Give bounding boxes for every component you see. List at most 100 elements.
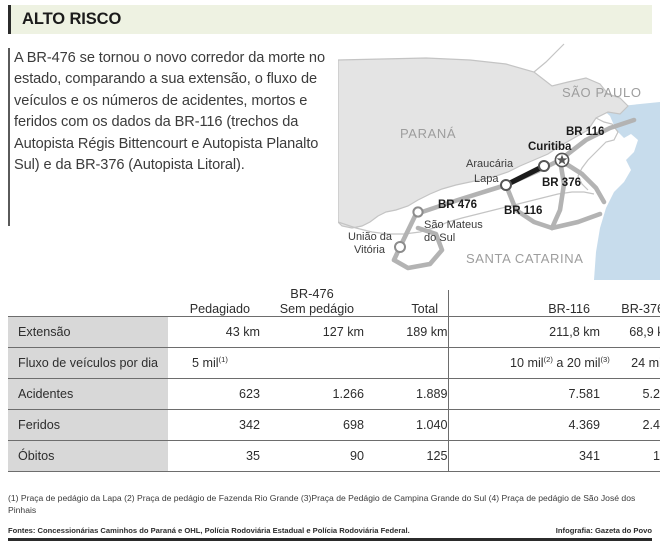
map-label-uniao-line2: Vitória — [354, 244, 386, 256]
cell-fluxo-br116: 10 mil(2) a 20 mil(3) — [510, 347, 610, 379]
road-br116-north — [557, 117, 637, 163]
cell-extensao-gap — [447, 316, 510, 348]
cell-fluxo-br376: 24 mil(4) — [600, 347, 660, 379]
cell-obitos-gap — [447, 440, 510, 472]
cell-acidentes-total: 1.889 — [364, 378, 448, 410]
footnote-ref-1: (1) — [218, 354, 228, 364]
cell-obitos-sem-pedagio: 90 — [260, 440, 364, 472]
table-head: BR-476 Pedagiado Sem pedágio Total BR-11… — [8, 286, 660, 317]
road-secondary-3 — [391, 225, 445, 271]
table-group-header-row: BR-476 — [8, 286, 660, 302]
node-lapa — [500, 179, 512, 191]
header-accent-bar — [8, 5, 11, 34]
city-nodes — [394, 152, 570, 253]
road-secondary-2 — [549, 211, 603, 231]
cell-acidentes-br376: 5.205 — [600, 378, 660, 410]
state-boundary-north — [533, 43, 565, 73]
row-label-acidentes: Acidentes — [8, 378, 168, 410]
cell-extensao-sem-pedagio: 127 km — [260, 316, 364, 348]
cell-feridos-br376: 2.471 — [600, 409, 660, 441]
row-label-feridos: Feridos — [8, 409, 168, 441]
row-label-extensao: Extensão — [8, 316, 168, 348]
cell-feridos-sem-pedagio: 698 — [260, 409, 364, 441]
highlight-segment-br476 — [505, 164, 545, 187]
column-header-gap — [448, 302, 510, 317]
table-header-row: Pedagiado Sem pedágio Total BR-116 BR-37… — [8, 302, 660, 317]
group-header-spacer-6 — [600, 286, 660, 302]
column-header-total: Total — [411, 302, 438, 316]
column-header-pedagiado: Pedagiado — [189, 302, 250, 316]
cell-acidentes-sem-pedagio: 1.266 — [260, 378, 364, 410]
footnote-ref-3: (3) — [600, 354, 610, 364]
row-label-fluxo: Fluxo de veículos por dia — [8, 347, 168, 379]
source-line: Fontes: Concessionárias Caminhos do Para… — [8, 526, 652, 535]
column-header-sem-pedagio: Sem pedágio — [279, 302, 354, 316]
cell-extensao-br116: 211,8 km — [510, 316, 600, 348]
cell-extensao-br376: 68,9 km — [600, 316, 660, 348]
table-row: Fluxo de veículos por dia 5 mil(1) 10 mi… — [8, 347, 660, 379]
map-label-sao-mateus-line1: São Mateus — [424, 219, 483, 231]
cell-obitos-br376: 123 — [600, 440, 660, 472]
row-label-obitos: Óbitos — [8, 440, 168, 472]
table-body: Extensão 43 km 127 km 189 km 211,8 km 68… — [8, 316, 660, 472]
header-column-divider — [448, 290, 449, 332]
group-header-br476: BR-476 — [290, 286, 334, 301]
cell-acidentes-pedagiado: 623 — [168, 378, 260, 410]
cell-fluxo-br376-value: 24 mil — [631, 356, 660, 370]
road-network — [391, 117, 637, 271]
node-uniao-da-vitoria — [394, 241, 406, 253]
cell-fluxo-br116-value: 10 mil — [510, 356, 544, 370]
map-road-label-br116-lower: BR 116 — [504, 205, 542, 217]
map-label-curitiba: Curitiba — [528, 141, 572, 153]
group-header-spacer — [8, 286, 168, 302]
cell-obitos-pedagiado: 35 — [168, 440, 260, 472]
cell-obitos-total: 125 — [364, 440, 448, 472]
column-header-br116: BR-116 — [548, 302, 590, 316]
group-header-spacer-5 — [510, 286, 600, 302]
intro-accent-rule — [8, 48, 10, 226]
cell-acidentes-br116: 7.581 — [510, 378, 600, 410]
road-br116-south — [549, 157, 567, 231]
comparison-table: BR-476 Pedagiado Sem pedágio Total BR-11… — [8, 286, 660, 472]
cell-fluxo-pedagiado: 5 mil(1) — [168, 347, 260, 379]
map-svg: PARANÁ SÃO PAULO SANTA CATARINA Curitiba… — [338, 43, 660, 280]
node-sao-mateus-do-sul — [412, 206, 424, 218]
cell-fluxo-sem-pedagio — [260, 347, 364, 379]
table-row: Acidentes 623 1.266 1.889 7.581 5.205 — [8, 378, 660, 410]
map-label-parana: PARANÁ — [400, 126, 456, 141]
cell-obitos-br116: 341 — [510, 440, 600, 472]
group-header-spacer-2 — [168, 286, 260, 302]
cell-fluxo-pedagiado-value: 5 mil — [192, 356, 219, 370]
source-credit: Infografia: Gazeta do Povo — [555, 526, 652, 535]
cell-extensao-total: 189 km — [364, 316, 448, 348]
footnote-ref-2: (2) — [543, 354, 553, 364]
cell-acidentes-gap — [447, 378, 510, 410]
group-header-spacer-4 — [448, 286, 510, 302]
curitiba-star-icon — [556, 154, 568, 165]
cell-feridos-pedagiado: 342 — [168, 409, 260, 441]
road-br376 — [557, 157, 607, 205]
cell-fluxo-total — [364, 347, 448, 379]
map-road-label-br376: BR 376 — [542, 177, 581, 189]
parana-landmass — [338, 57, 629, 229]
source-fontes: Fontes: Concessionárias Caminhos do Para… — [8, 526, 410, 535]
map-label-santa-catarina: SANTA CATARINA — [466, 251, 583, 266]
map-label-uniao-line1: União da — [348, 231, 393, 243]
column-header-label — [8, 302, 168, 317]
cell-fluxo-br116-cont: a 20 mil — [552, 356, 601, 370]
map-road-label-br476: BR 476 — [438, 199, 477, 211]
map-panel: PARANÁ SÃO PAULO SANTA CATARINA Curitiba… — [338, 42, 660, 280]
data-table-wrapper: BR-476 Pedagiado Sem pedágio Total BR-11… — [8, 286, 660, 472]
table-row: Feridos 342 698 1.040 4.369 2.471 — [8, 409, 660, 441]
header-band: ALTO RISCO — [8, 5, 652, 34]
bottom-accent-bar — [8, 538, 652, 541]
map-road-label-br116-upper: BR 116 — [566, 126, 604, 138]
table-row: Extensão 43 km 127 km 189 km 211,8 km 68… — [8, 316, 660, 348]
road-br476 — [397, 182, 509, 250]
cell-fluxo-gap — [447, 347, 510, 379]
map-label-sao-mateus-line2: do Sul — [424, 232, 455, 244]
table-row: Óbitos 35 90 125 341 123 — [8, 440, 660, 472]
group-header-spacer-3 — [364, 286, 448, 302]
map-label-araucaria: Araucária — [466, 158, 514, 170]
footnotes-text: (1) Praça de pedágio da Lapa (2) Praça d… — [8, 493, 636, 516]
